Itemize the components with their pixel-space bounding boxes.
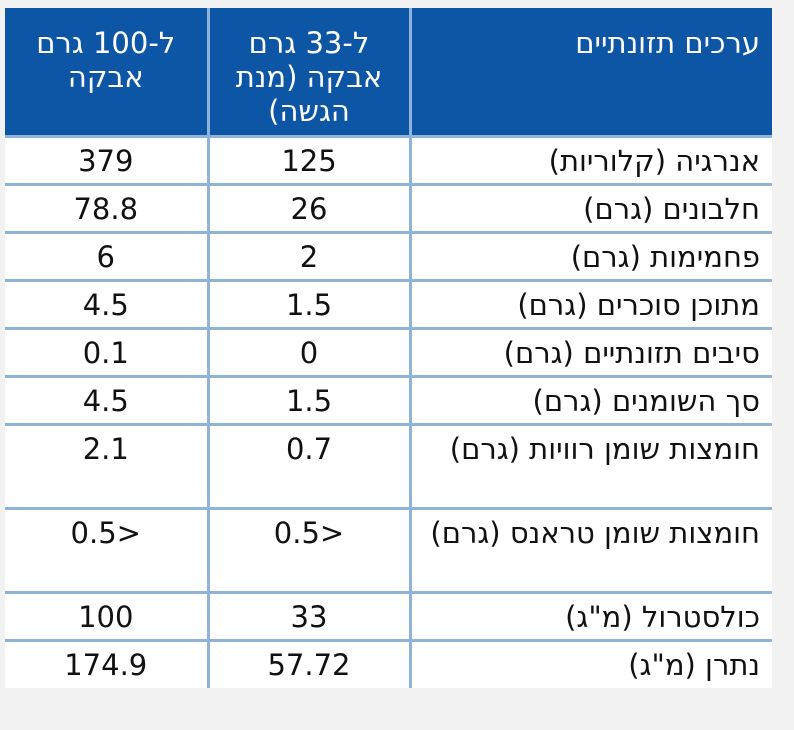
per-100g-value: 174.9 bbox=[5, 638, 210, 688]
nutrition-table: ערכים תזונתיים ל-33 גרם אבקה (מנת הגשה) … bbox=[5, 8, 772, 688]
per-100g-value: 4.5 bbox=[5, 374, 210, 426]
header-per-serving: ל-33 גרם אבקה (מנת הגשה) bbox=[206, 8, 412, 138]
nutrient-label: כולסטרול (מ"ג) bbox=[408, 590, 772, 642]
table-row: חלבונים (גרם) 26 78.8 bbox=[5, 182, 772, 234]
per-serving-value: 0 bbox=[206, 326, 412, 378]
per-serving-value: 1.5 bbox=[206, 374, 412, 426]
table-row: מתוכן סוכרים (גרם) 1.5 4.5 bbox=[5, 278, 772, 330]
table-row: סך השומנים (גרם) 1.5 4.5 bbox=[5, 374, 772, 426]
header-per-100g: ל-100 גרם אבקה bbox=[5, 8, 210, 138]
per-serving-value: 26 bbox=[206, 182, 412, 234]
per-100g-value: 6 bbox=[5, 230, 210, 282]
table-header-row: ערכים תזונתיים ל-33 גרם אבקה (מנת הגשה) … bbox=[5, 8, 772, 138]
per-100g-value: 0.1 bbox=[5, 326, 210, 378]
nutrient-label: מתוכן סוכרים (גרם) bbox=[408, 278, 772, 330]
nutrient-label: נתרן (מ"ג) bbox=[408, 638, 772, 688]
per-serving-value: 0.7 bbox=[206, 422, 412, 510]
table-row: נתרן (מ"ג) 57.72 174.9 bbox=[5, 638, 772, 688]
table-row: כולסטרול (מ"ג) 33 100 bbox=[5, 590, 772, 642]
nutrient-label: חומצות שומן טראנס (גרם) bbox=[408, 506, 772, 594]
table-row: חומצות שומן טראנס (גרם) <0.5 <0.5 bbox=[5, 506, 772, 594]
table-row: חומצות שומן רוויות (גרם) 0.7 2.1 bbox=[5, 422, 772, 510]
per-serving-value: 1.5 bbox=[206, 278, 412, 330]
nutrient-label: חומצות שומן רוויות (גרם) bbox=[408, 422, 772, 510]
per-100g-value: 100 bbox=[5, 590, 210, 642]
per-serving-value: 125 bbox=[206, 134, 412, 186]
per-serving-value: 33 bbox=[206, 590, 412, 642]
per-100g-value: 4.5 bbox=[5, 278, 210, 330]
nutrient-label: חלבונים (גרם) bbox=[408, 182, 772, 234]
nutrient-label: פחמימות (גרם) bbox=[408, 230, 772, 282]
table-row: פחמימות (גרם) 2 6 bbox=[5, 230, 772, 282]
per-serving-value: <0.5 bbox=[206, 506, 412, 594]
per-100g-value: 78.8 bbox=[5, 182, 210, 234]
table-row: סיבים תזונתיים (גרם) 0 0.1 bbox=[5, 326, 772, 378]
table-row: אנרגיה (קלוריות) 125 379 bbox=[5, 134, 772, 186]
nutrient-label: סך השומנים (גרם) bbox=[408, 374, 772, 426]
per-100g-value: <0.5 bbox=[5, 506, 210, 594]
nutrient-label: אנרגיה (קלוריות) bbox=[408, 134, 772, 186]
per-100g-value: 379 bbox=[5, 134, 210, 186]
per-100g-value: 2.1 bbox=[5, 422, 210, 510]
nutrient-label: סיבים תזונתיים (גרם) bbox=[408, 326, 772, 378]
header-nutrient: ערכים תזונתיים bbox=[408, 8, 772, 138]
per-serving-value: 2 bbox=[206, 230, 412, 282]
per-serving-value: 57.72 bbox=[206, 638, 412, 688]
